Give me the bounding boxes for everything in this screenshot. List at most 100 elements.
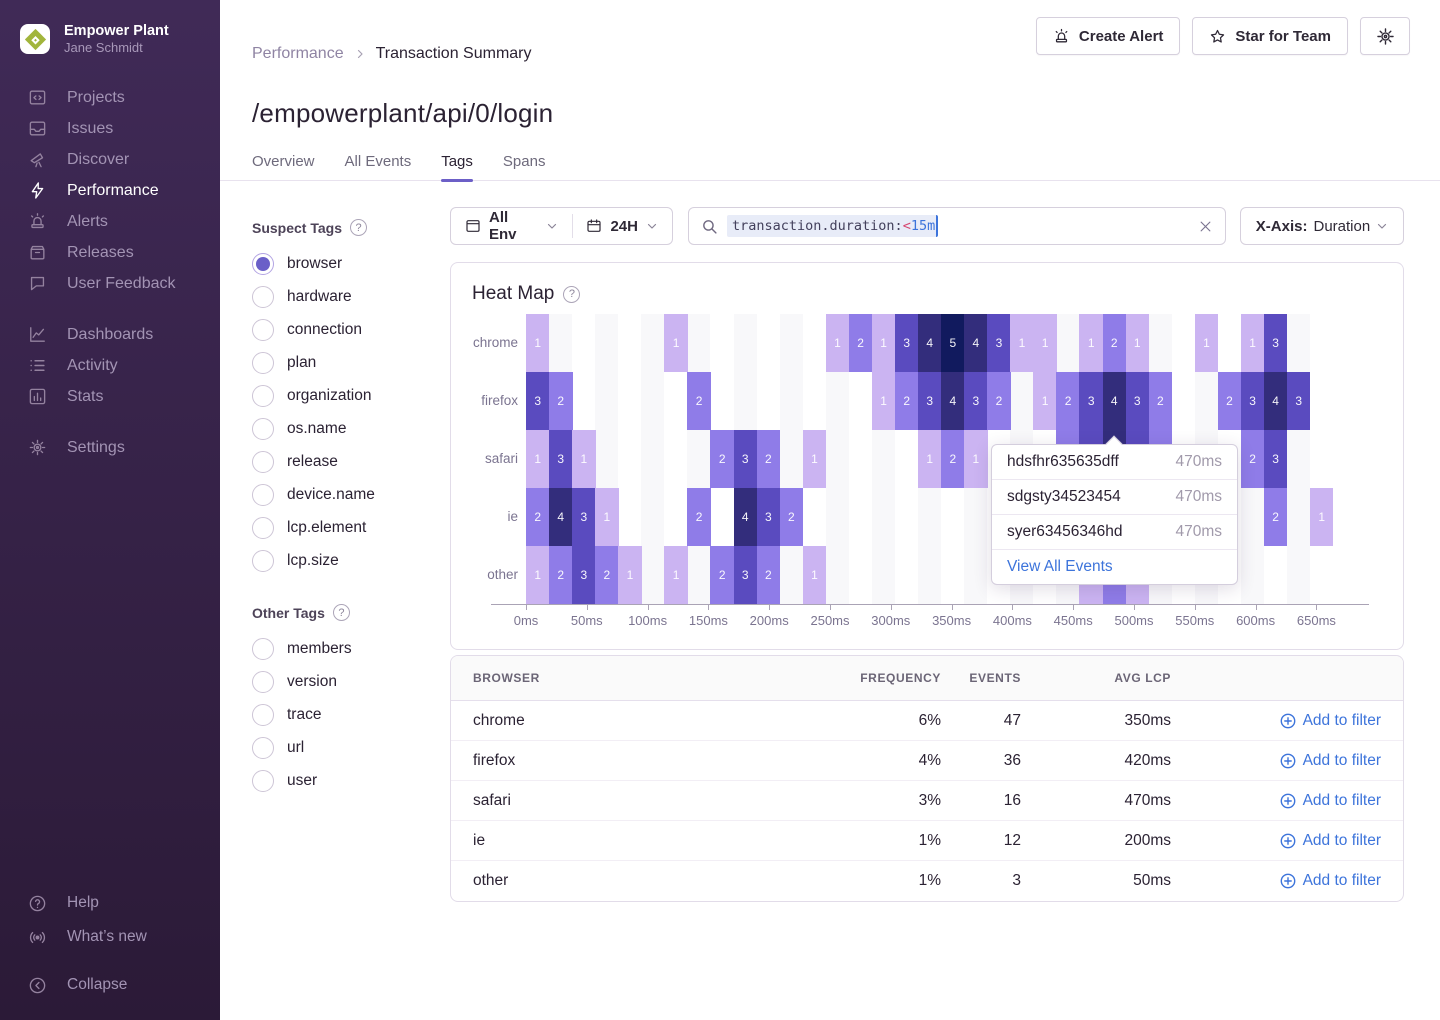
sidebar-item-stats[interactable]: Stats <box>0 381 220 412</box>
help-question-icon[interactable]: ? <box>332 604 350 621</box>
tag-radio-version[interactable]: version <box>252 665 432 698</box>
heatmap-cell[interactable]: 2 <box>526 488 550 546</box>
heatmap-cell[interactable]: 2 <box>987 372 1011 430</box>
tab-spans[interactable]: Spans <box>502 153 546 170</box>
star-for-team-button[interactable]: Star for Team <box>1192 17 1348 55</box>
clear-search-icon[interactable] <box>1198 219 1213 234</box>
heatmap-cell[interactable]: 4 <box>918 314 942 372</box>
heatmap-cell[interactable]: 1 <box>526 430 550 488</box>
tag-radio-lcp-element[interactable]: lcp.element <box>252 511 432 544</box>
heatmap-cell[interactable]: 1 <box>572 430 596 488</box>
heatmap-cell[interactable]: 3 <box>894 314 919 372</box>
sidebar-item-projects[interactable]: Projects <box>0 82 220 113</box>
radio-button[interactable] <box>252 549 274 572</box>
heatmap-cell[interactable]: 1 <box>1079 314 1103 372</box>
tag-radio-connection[interactable]: connection <box>252 313 432 346</box>
heatmap-cell[interactable]: 3 <box>1263 314 1288 372</box>
create-alert-button[interactable]: Create Alert <box>1035 17 1181 55</box>
heatmap-cell[interactable]: 3 <box>918 372 942 430</box>
heatmap-cell[interactable]: 2 <box>1102 314 1126 372</box>
heatmap-cell[interactable]: 2 <box>894 372 919 430</box>
heatmap-cell[interactable]: 4 <box>549 488 573 546</box>
heatmap-cell[interactable]: 3 <box>733 546 757 604</box>
add-to-filter-link[interactable]: Add to filter <box>1171 792 1381 810</box>
heatmap-cell[interactable]: 1 <box>1240 314 1265 372</box>
radio-button[interactable] <box>252 736 274 759</box>
heatmap-cell[interactable]: 1 <box>526 314 550 372</box>
tab-overview[interactable]: Overview <box>252 153 315 170</box>
heatmap-cell[interactable]: 4 <box>1102 372 1126 430</box>
heatmap-cell[interactable]: 2 <box>710 430 734 488</box>
tab-tags[interactable]: Tags <box>441 149 473 182</box>
sidebar-item-collapse[interactable]: Collapse <box>0 968 220 1002</box>
view-all-events-link[interactable]: View All Events <box>1007 558 1113 575</box>
heatmap-cell[interactable]: 2 <box>779 488 804 546</box>
heatmap-cell[interactable]: 3 <box>1286 372 1311 430</box>
heatmap-cell[interactable]: 1 <box>1033 314 1057 372</box>
help-question-icon[interactable]: ? <box>563 285 581 303</box>
heatmap-cell[interactable]: 1 <box>825 314 850 372</box>
heatmap-cell[interactable]: 3 <box>572 546 596 604</box>
settings-gear-button[interactable] <box>1360 17 1410 55</box>
heatmap-cell[interactable]: 2 <box>1056 372 1080 430</box>
env-selector[interactable]: All Env <box>451 208 572 244</box>
radio-button[interactable] <box>252 670 274 693</box>
tag-radio-device-name[interactable]: device.name <box>252 478 432 511</box>
sidebar-item-dashboards[interactable]: Dashboards <box>0 319 220 350</box>
tag-radio-url[interactable]: url <box>252 731 432 764</box>
radio-button[interactable] <box>252 252 274 275</box>
heatmap-cell[interactable]: 2 <box>687 488 711 546</box>
heatmap-cell[interactable]: 2 <box>756 430 781 488</box>
heatmap-cell[interactable]: 1 <box>1310 488 1334 546</box>
radio-button[interactable] <box>252 637 274 660</box>
add-to-filter-link[interactable]: Add to filter <box>1171 832 1381 850</box>
heatmap-cell[interactable]: 1 <box>618 546 642 604</box>
tag-radio-trace[interactable]: trace <box>252 698 432 731</box>
tag-radio-plan[interactable]: plan <box>252 346 432 379</box>
radio-button[interactable] <box>252 384 274 407</box>
sidebar-item-settings[interactable]: Settings <box>0 432 220 463</box>
tag-radio-os-name[interactable]: os.name <box>252 412 432 445</box>
tooltip-event-row[interactable]: sdgsty34523454 470ms <box>992 480 1237 515</box>
radio-button[interactable] <box>252 285 274 308</box>
heatmap-cell[interactable]: 1 <box>664 546 688 604</box>
tag-radio-lcp-size[interactable]: lcp.size <box>252 544 432 577</box>
heatmap-cell[interactable]: 1 <box>964 430 988 488</box>
radio-button[interactable] <box>252 703 274 726</box>
heatmap-cell[interactable]: 1 <box>1010 314 1034 372</box>
tag-radio-hardware[interactable]: hardware <box>252 280 432 313</box>
tag-radio-browser[interactable]: browser <box>252 247 432 280</box>
add-to-filter-link[interactable]: Add to filter <box>1171 872 1381 890</box>
heatmap-cell[interactable]: 2 <box>848 314 873 372</box>
period-selector[interactable]: 24H <box>572 208 672 244</box>
org-switcher[interactable]: Empower Plant Jane Schmidt <box>0 0 220 56</box>
heatmap-cell[interactable]: 3 <box>1079 372 1103 430</box>
heatmap-cell[interactable]: 3 <box>572 488 596 546</box>
tag-radio-organization[interactable]: organization <box>252 379 432 412</box>
sidebar-item-help[interactable]: Help <box>0 886 220 920</box>
tag-radio-release[interactable]: release <box>252 445 432 478</box>
heatmap-cell[interactable]: 2 <box>1148 372 1173 430</box>
heatmap-cell[interactable]: 3 <box>756 488 781 546</box>
heatmap-cell[interactable]: 1 <box>1194 314 1219 372</box>
add-to-filter-link[interactable]: Add to filter <box>1171 752 1381 770</box>
heatmap-cell[interactable]: 2 <box>595 546 619 604</box>
heatmap-cell[interactable]: 2 <box>756 546 781 604</box>
tag-radio-members[interactable]: members <box>252 632 432 665</box>
heatmap-cell[interactable]: 3 <box>549 430 573 488</box>
heatmap-cell[interactable]: 4 <box>1263 372 1288 430</box>
radio-button[interactable] <box>252 516 274 539</box>
heatmap-cell[interactable]: 3 <box>964 372 988 430</box>
heatmap-cell[interactable]: 3 <box>987 314 1011 372</box>
tag-radio-user[interactable]: user <box>252 764 432 797</box>
heatmap-cell[interactable]: 1 <box>871 372 896 430</box>
heatmap-cell[interactable]: 1 <box>802 546 827 604</box>
tab-all-events[interactable]: All Events <box>344 153 412 170</box>
sidebar-item-what-s-new[interactable]: What’s new <box>0 920 220 954</box>
heatmap-cell[interactable]: 2 <box>549 372 573 430</box>
heatmap-cell[interactable]: 4 <box>941 372 965 430</box>
heatmap-cell[interactable]: 1 <box>918 430 942 488</box>
xaxis-selector[interactable]: X-Axis: Duration <box>1240 207 1404 245</box>
sidebar-item-user-feedback[interactable]: User Feedback <box>0 268 220 299</box>
heatmap-cell[interactable]: 3 <box>1263 430 1288 488</box>
